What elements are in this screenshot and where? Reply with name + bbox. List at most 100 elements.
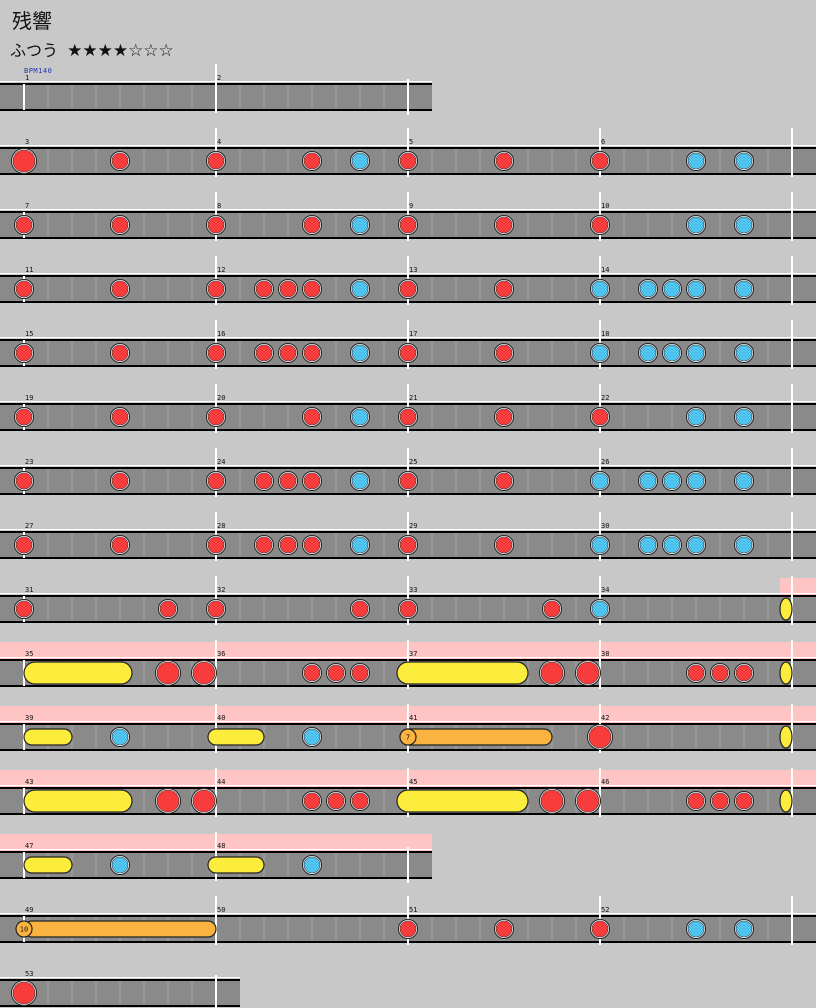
- measure-number: 37: [409, 650, 417, 658]
- don-note: [591, 152, 609, 170]
- measure-number: 12: [217, 266, 225, 274]
- don-note: [207, 536, 225, 554]
- measure-number: 27: [25, 522, 33, 530]
- measure-number: 40: [217, 714, 225, 722]
- don-note: [207, 408, 225, 426]
- measure-number: 31: [25, 586, 33, 594]
- ka-note: [639, 344, 657, 362]
- drumroll: [779, 661, 793, 685]
- measure-number: 29: [409, 522, 417, 530]
- ka-note: [591, 280, 609, 298]
- balloon-roll: [23, 920, 217, 938]
- measure-number: 7: [25, 202, 29, 210]
- big-don-note: [192, 661, 216, 685]
- difficulty-stars: ★★★★☆☆☆: [67, 41, 174, 61]
- ka-note: [687, 344, 705, 362]
- ka-note: [687, 152, 705, 170]
- don-note: [351, 600, 369, 618]
- don-note: [255, 536, 273, 554]
- measure-number: 28: [217, 522, 225, 530]
- don-note: [111, 536, 129, 554]
- don-note: [303, 344, 321, 362]
- ka-note: [735, 408, 753, 426]
- balloon-roll: [399, 728, 553, 746]
- ka-note: [591, 344, 609, 362]
- ka-note: [687, 472, 705, 490]
- measure-number: 10: [601, 202, 609, 210]
- don-note: [495, 536, 513, 554]
- score-row: 23 24 25 26: [0, 448, 816, 497]
- ka-note: [687, 280, 705, 298]
- score-row: 31 32 33 34: [0, 576, 816, 625]
- measure-number: 2: [217, 74, 221, 82]
- ka-note: [591, 536, 609, 554]
- score-row: 53: [0, 970, 240, 1008]
- don-note: [279, 280, 297, 298]
- balloon-count: 7: [406, 734, 410, 742]
- measure-number: 52: [601, 906, 609, 914]
- ka-note: [735, 280, 753, 298]
- balloon-head: [399, 728, 417, 746]
- ka-note: [351, 152, 369, 170]
- ka-note: [351, 408, 369, 426]
- ka-note: [351, 472, 369, 490]
- measure-number: 11: [25, 266, 33, 274]
- difficulty-line: ふつう ★★★★☆☆☆: [10, 37, 174, 61]
- don-note: [495, 280, 513, 298]
- measure-number: 36: [217, 650, 225, 658]
- don-note: [279, 344, 297, 362]
- drumroll: [396, 789, 529, 813]
- measure-number: 22: [601, 394, 609, 402]
- don-note: [15, 600, 33, 618]
- don-note: [351, 664, 369, 682]
- big-don-note: [588, 725, 612, 749]
- score-row: 47 48: [0, 832, 432, 883]
- don-note: [303, 280, 321, 298]
- big-don-note: [12, 149, 36, 173]
- don-note: [735, 792, 753, 810]
- ka-note: [687, 216, 705, 234]
- ka-note: [663, 280, 681, 298]
- drumroll: [207, 728, 265, 746]
- score-row: 35 36 37 38: [0, 640, 816, 689]
- don-note: [495, 920, 513, 938]
- ka-note: [111, 728, 129, 746]
- don-note: [303, 792, 321, 810]
- don-note: [711, 664, 729, 682]
- measure-number: 30: [601, 522, 609, 530]
- don-note: [303, 152, 321, 170]
- don-note: [687, 664, 705, 682]
- don-note: [303, 216, 321, 234]
- don-note: [111, 280, 129, 298]
- measure-number: 51: [409, 906, 417, 914]
- gogo-band: [780, 578, 816, 597]
- measure-number: 47: [25, 842, 33, 850]
- don-note: [111, 472, 129, 490]
- don-note: [255, 472, 273, 490]
- balloon-count: 10: [20, 926, 28, 934]
- ka-note: [351, 280, 369, 298]
- don-note: [15, 472, 33, 490]
- don-note: [495, 408, 513, 426]
- don-note: [111, 408, 129, 426]
- ka-note: [303, 856, 321, 874]
- ka-note: [351, 344, 369, 362]
- measure-number: 25: [409, 458, 417, 466]
- difficulty-label: ふつう: [10, 41, 59, 60]
- big-don-note: [156, 661, 180, 685]
- don-note: [591, 216, 609, 234]
- don-note: [495, 152, 513, 170]
- big-don-note: [540, 789, 564, 813]
- ka-note: [303, 728, 321, 746]
- score-row: 11 12 13 14: [0, 256, 816, 305]
- measure-number: 26: [601, 458, 609, 466]
- measure-number: 38: [601, 650, 609, 658]
- big-don-note: [192, 789, 216, 813]
- don-note: [399, 600, 417, 618]
- don-note: [207, 216, 225, 234]
- don-note: [399, 344, 417, 362]
- don-note: [711, 792, 729, 810]
- don-note: [399, 152, 417, 170]
- drumroll: [779, 725, 793, 749]
